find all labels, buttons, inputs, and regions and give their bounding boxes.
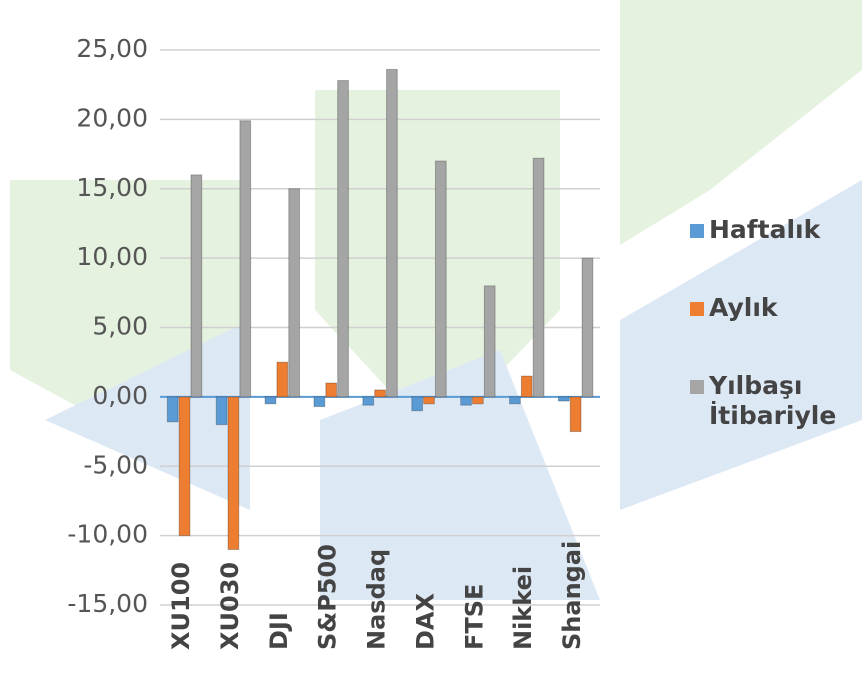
y-tick-label: 15,00 (76, 173, 148, 202)
decor-arrow (620, 180, 862, 510)
bar (166, 396, 179, 423)
x-tick-label: XU030 (216, 562, 244, 650)
x-tick-label: S&P500 (314, 544, 342, 650)
legend-item: Haftalık (690, 215, 860, 245)
bar (313, 396, 326, 408)
y-tick-label: 25,00 (76, 34, 148, 63)
legend: Haftalık Aylık Yılbaşı İtibariyle (690, 215, 860, 479)
bar (264, 396, 277, 405)
legend-swatch (690, 380, 704, 394)
y-tick-label: -15,00 (67, 589, 148, 618)
bar (227, 396, 240, 550)
bar (569, 396, 582, 433)
legend-swatch (690, 302, 704, 316)
y-tick-label: 5,00 (92, 312, 148, 341)
bar (362, 396, 375, 406)
legend-item: Aylık (690, 293, 860, 323)
bar (532, 157, 545, 398)
bar (471, 396, 484, 405)
bar (423, 396, 435, 405)
bar (178, 396, 191, 537)
legend-label: Aylık (709, 293, 778, 322)
x-tick-label: DJI (265, 612, 293, 650)
y-tick-label: 20,00 (76, 103, 148, 132)
bar (434, 160, 447, 398)
legend-item: Yılbaşı İtibariyle (690, 371, 860, 431)
bar (411, 396, 424, 412)
bar (276, 361, 289, 398)
x-tick-label: DAX (411, 593, 439, 650)
bar (374, 389, 386, 398)
x-tick-label: Nikkei (509, 566, 537, 650)
legend-swatch (690, 224, 704, 238)
bar (288, 188, 301, 398)
y-tick-label: 0,00 (92, 381, 148, 410)
bar (239, 120, 252, 398)
legend-label: Yılbaşı İtibariyle (709, 371, 837, 430)
x-tick-label: Shangai (558, 541, 586, 650)
bar (337, 80, 349, 398)
x-tick-label: XU100 (167, 562, 195, 650)
bar (509, 396, 521, 405)
y-tick-label: 10,00 (76, 242, 148, 271)
bar (325, 382, 338, 398)
x-tick-label: Nasdaq (363, 549, 391, 650)
bar (460, 396, 472, 406)
bar (520, 375, 533, 398)
bar (215, 396, 228, 426)
y-tick-label: -10,00 (67, 520, 148, 549)
bar (483, 285, 496, 398)
y-tick-label: -5,00 (83, 450, 148, 479)
bar (581, 257, 594, 398)
bar (190, 174, 203, 398)
legend-label: Haftalık (709, 215, 821, 244)
decor-arrow (620, 0, 862, 245)
decor-arrow (320, 350, 600, 600)
bar (557, 396, 570, 402)
x-tick-label: FTSE (460, 584, 488, 650)
bar (386, 68, 398, 398)
